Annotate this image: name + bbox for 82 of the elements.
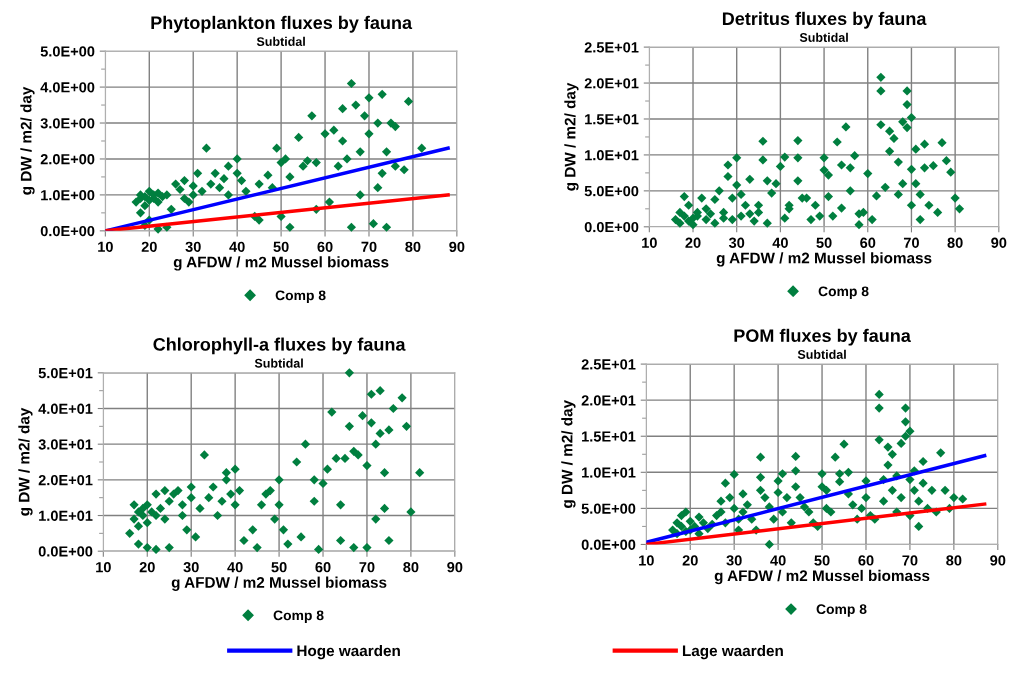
x-tick-label: 60 xyxy=(860,237,876,248)
x-tick-label: 20 xyxy=(685,237,701,248)
y-tick-label: 2.0E+01 xyxy=(584,78,639,89)
x-tick-label: 10 xyxy=(96,561,111,573)
x-tick-label: 70 xyxy=(359,561,375,573)
y-axis-title: g DW / m2/ day xyxy=(18,407,33,516)
x-tick-label: 30 xyxy=(726,555,742,566)
x-tick-label: 90 xyxy=(449,241,465,252)
x-axis-title: g AFDW / m2 Mussel biomass xyxy=(171,576,387,591)
y-tick-label: 0.0E+00 xyxy=(38,546,93,557)
legend-label: Comp 8 xyxy=(816,604,867,617)
chart-title: Chlorophyll-a fluxes by fauna xyxy=(153,337,406,355)
legend-label: Hoge waarden xyxy=(297,644,400,660)
y-axis-title: g DW / m2/ day xyxy=(561,400,576,508)
y-tick-label: 1.5E+01 xyxy=(582,431,636,442)
legend-label: Comp 8 xyxy=(275,290,326,304)
chart-subtitle: Subtidal xyxy=(799,32,848,42)
y-tick-label: 5.0E+00 xyxy=(581,503,636,514)
x-tick-label: 60 xyxy=(317,241,333,252)
x-tick-label: 10 xyxy=(639,555,654,566)
y-tick-label: 1.0E+01 xyxy=(585,150,639,161)
x-tick-label: 90 xyxy=(991,237,1007,248)
x-tick-label: 50 xyxy=(816,237,832,248)
chart-subtitle: Subtidal xyxy=(254,358,303,368)
x-tick-label: 50 xyxy=(271,561,287,573)
x-tick-label: 80 xyxy=(405,241,421,252)
x-tick-label: 40 xyxy=(770,555,786,566)
x-tick-label: 80 xyxy=(947,237,963,248)
x-tick-label: 80 xyxy=(403,561,419,573)
x-tick-label: 30 xyxy=(183,561,199,573)
y-tick-label: 0.0E+00 xyxy=(584,221,639,233)
x-tick-label: 70 xyxy=(361,241,377,252)
y-tick-label: 1.0E+00 xyxy=(41,190,95,201)
legend-label: Comp 8 xyxy=(818,286,869,299)
y-tick-label: 2.5E+01 xyxy=(584,42,639,53)
legend-label: Comp 8 xyxy=(273,610,324,623)
y-tick-label: 4.0E+01 xyxy=(38,403,93,414)
y-tick-label: 5.0E+01 xyxy=(38,367,93,379)
y-tick-label: 0.0E+00 xyxy=(581,539,636,550)
x-tick-label: 40 xyxy=(227,561,243,573)
x-tick-label: 20 xyxy=(141,241,157,252)
chart-title: POM fluxes by fauna xyxy=(734,328,911,346)
x-axis-title: g AFDW / m2 Mussel biomass xyxy=(716,252,932,267)
x-tick-label: 70 xyxy=(902,555,918,566)
x-tick-label: 40 xyxy=(772,237,788,248)
x-tick-label: 20 xyxy=(682,555,698,566)
x-tick-label: 50 xyxy=(814,555,830,566)
x-axis-title: g AFDW / m2 Mussel biomass xyxy=(714,569,930,585)
x-tick-label: 40 xyxy=(229,241,245,252)
x-tick-label: 20 xyxy=(139,561,155,573)
y-tick-label: 1.0E+01 xyxy=(582,467,636,478)
y-tick-label: 3.0E+01 xyxy=(38,439,93,450)
x-tick-label: 10 xyxy=(98,241,113,252)
legend-label: Lage waarden xyxy=(682,644,783,660)
y-axis-title: g DW / m2/ day xyxy=(20,86,35,195)
y-axis-title: g DW / m2/ day xyxy=(564,82,579,191)
y-tick-label: 2.0E+01 xyxy=(581,395,636,406)
x-tick-label: 30 xyxy=(185,241,201,252)
x-axis-title: g AFDW / m2 Mussel biomass xyxy=(173,256,389,271)
x-tick-label: 90 xyxy=(447,561,463,573)
y-tick-label: 4.0E+00 xyxy=(40,82,95,93)
x-tick-label: 30 xyxy=(728,237,745,248)
chart-title: Phytoplankton fluxes by fauna xyxy=(151,15,413,33)
x-tick-label: 10 xyxy=(642,237,657,248)
y-tick-label: 3.0E+00 xyxy=(40,118,95,129)
x-tick-label: 70 xyxy=(903,237,919,248)
y-tick-label: 2.0E+00 xyxy=(40,154,95,165)
x-tick-label: 90 xyxy=(990,555,1006,566)
x-tick-label: 80 xyxy=(946,555,962,566)
y-tick-label: 2.0E+01 xyxy=(38,474,93,486)
chart-title: Detritus fluxes by fauna xyxy=(722,11,927,29)
y-tick-label: 0.0E+00 xyxy=(40,225,95,237)
y-tick-label: 1.0E+01 xyxy=(39,510,93,521)
y-tick-label: 2.5E+01 xyxy=(581,359,636,370)
chart-subtitle: Subtidal xyxy=(256,36,305,46)
y-tick-label: 5.0E+00 xyxy=(40,46,95,57)
x-tick-label: 50 xyxy=(273,241,289,252)
x-tick-label: 60 xyxy=(315,561,331,573)
y-tick-label: 5.0E+00 xyxy=(584,185,639,197)
y-tick-label: 1.5E+01 xyxy=(585,114,639,125)
chart-subtitle: Subtidal xyxy=(797,349,846,359)
x-tick-label: 60 xyxy=(858,555,874,566)
